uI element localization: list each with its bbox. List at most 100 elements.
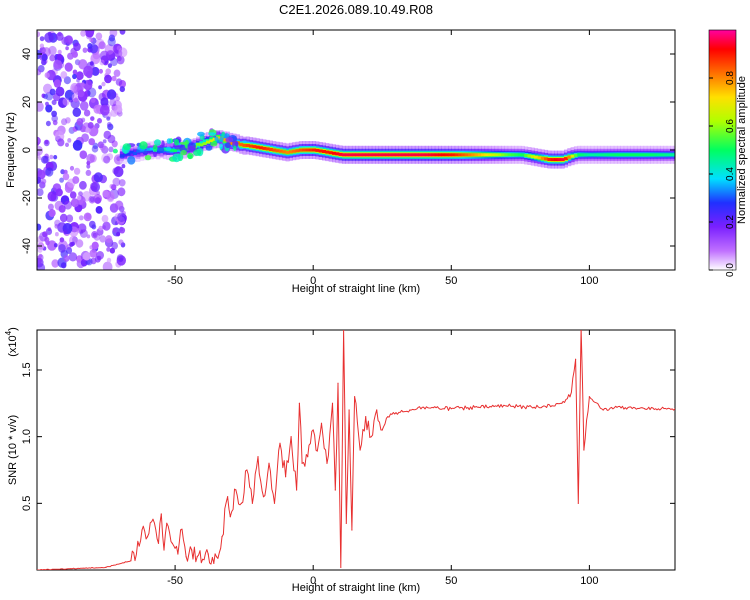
noise-speckle [105, 235, 113, 243]
ridge-segment [434, 153, 439, 157]
noise-speckle [64, 35, 73, 45]
noise-speckle [115, 78, 123, 86]
ridge-blotch [119, 154, 125, 159]
noise-speckle [89, 37, 94, 43]
snr-data-point [450, 408, 452, 410]
noise-speckle [37, 101, 44, 112]
snr-data-point [235, 489, 237, 491]
ridge-segment [534, 155, 539, 159]
noise-speckle [90, 97, 96, 103]
snr-y-tick-label: 0.5 [21, 496, 33, 511]
noise-speckle [70, 198, 80, 208]
ridge-segment [527, 154, 532, 158]
ridge-segment [577, 153, 582, 157]
noise-speckle [115, 96, 120, 102]
ridge-segment [474, 153, 479, 157]
snr-data-point [298, 402, 300, 404]
noise-speckle [53, 155, 58, 160]
noise-speckle [37, 176, 42, 184]
ridge-segment [136, 149, 141, 153]
ridge-segment [514, 153, 519, 157]
noise-speckle [60, 71, 68, 79]
snr-data-point [320, 422, 323, 424]
snr-data-point [307, 456, 309, 458]
snr-y-axis-label: SNR (10 * v/v) [7, 415, 19, 485]
ridge-segment [295, 149, 300, 153]
noise-speckle [80, 30, 86, 37]
snr-scale-close: ) [7, 327, 19, 331]
ridge-segment [351, 153, 356, 157]
ridge-blotch [166, 138, 172, 144]
snr-data-point [340, 566, 342, 568]
noise-speckle [57, 49, 62, 55]
noise-speckle [118, 47, 128, 58]
noise-speckle [53, 59, 63, 70]
spectrogram-noise-region [37, 30, 128, 270]
ridge-segment [385, 153, 389, 157]
snr-data-point [138, 545, 140, 547]
noise-speckle [96, 251, 104, 260]
ridge-segment [587, 153, 592, 157]
spectrogram-ridge [112, 128, 675, 169]
snr-data-point [273, 502, 276, 504]
snr-data-point [359, 449, 361, 451]
ridge-segment [607, 153, 612, 157]
ridge-segment [348, 153, 353, 157]
snr-data-point [221, 536, 223, 538]
noise-speckle [99, 59, 105, 66]
noise-speckle [75, 239, 84, 248]
noise-speckle [85, 169, 92, 176]
noise-speckle [48, 45, 57, 56]
ridge-segment [378, 153, 383, 157]
noise-speckle [100, 97, 109, 107]
ridge-blotch [219, 136, 224, 142]
snr-data-point [533, 406, 535, 408]
noise-speckle [45, 101, 49, 106]
noise-speckle [98, 41, 106, 50]
ridge-segment [653, 153, 658, 157]
ridge-segment [302, 148, 307, 152]
noise-speckle [106, 121, 112, 128]
noise-speckle [63, 200, 72, 210]
ridge-segment [172, 149, 177, 153]
colorbar-tick-label: 0.4 [725, 167, 736, 181]
noise-speckle [85, 127, 91, 134]
ridge-segment [404, 153, 409, 157]
ridge-segment [444, 153, 449, 157]
snr-data-point [337, 382, 339, 384]
snr-data-point [196, 556, 198, 558]
ridge-segment [408, 153, 413, 157]
snr-data-point [370, 436, 372, 438]
noise-speckle [62, 98, 70, 106]
ridge-segment [398, 153, 403, 157]
ridge-segment [554, 158, 558, 162]
ridge-segment [600, 153, 605, 157]
ridge-segment [540, 156, 545, 160]
ridge-segment [388, 153, 393, 157]
noise-speckle [67, 138, 72, 143]
snr-data-point [583, 449, 585, 451]
ridge-blotch [165, 146, 172, 151]
ridge-segment [249, 144, 254, 148]
ridge-segment [129, 150, 134, 154]
ridge-segment [567, 155, 572, 159]
colorbar-ticks: 0.0 0.2 0.4 0.6 0.8 [709, 71, 736, 277]
snr-data-point [141, 529, 143, 531]
ridge-segment [428, 153, 433, 157]
ridge-segment [255, 145, 260, 149]
snr-data-point [191, 549, 193, 551]
ridge-segment [126, 152, 131, 156]
spectrogram-panel: -50 0 50 100 -40 -20 0 20 40 Height of straight… [5, 29, 676, 295]
ridge-segment [411, 153, 416, 157]
ridge-segment [464, 153, 469, 157]
ridge-segment [355, 153, 360, 157]
snr-data-point [581, 323, 582, 324]
snr-data-point [505, 405, 508, 407]
ridge-blotch [144, 155, 152, 161]
ridge-blotch [197, 131, 205, 137]
noise-speckle [119, 227, 126, 234]
ridge-segment [196, 142, 201, 146]
noise-speckle [119, 86, 126, 93]
noise-speckle [65, 46, 69, 51]
snr-data-point [285, 476, 287, 478]
